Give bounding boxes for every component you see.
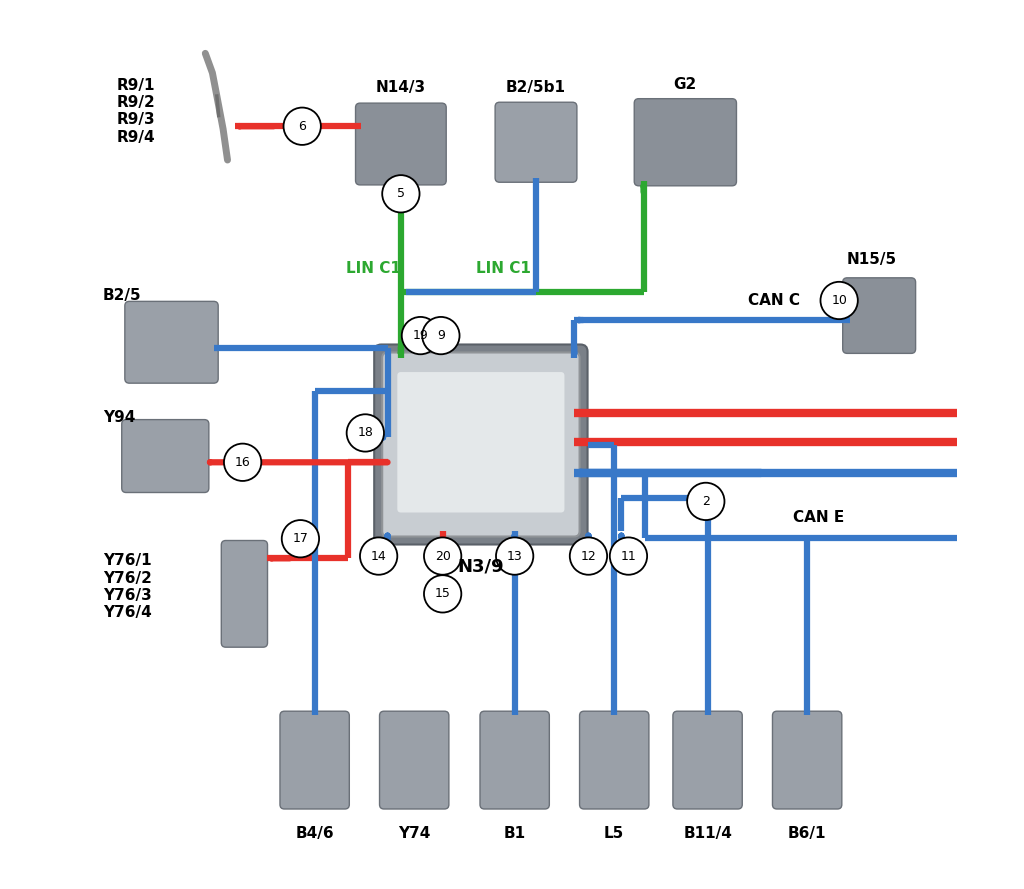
- Text: 6: 6: [298, 120, 306, 132]
- Circle shape: [422, 316, 460, 354]
- Text: 10: 10: [831, 294, 847, 307]
- FancyBboxPatch shape: [221, 541, 267, 647]
- FancyBboxPatch shape: [374, 345, 588, 544]
- Text: N14/3: N14/3: [376, 80, 426, 95]
- FancyBboxPatch shape: [380, 711, 449, 809]
- Text: CAN C: CAN C: [749, 292, 800, 308]
- FancyBboxPatch shape: [496, 102, 577, 182]
- FancyBboxPatch shape: [843, 278, 915, 353]
- Text: R9/1
R9/2
R9/3
R9/4: R9/1 R9/2 R9/3 R9/4: [117, 77, 156, 145]
- Text: 12: 12: [581, 549, 596, 563]
- Text: Y94: Y94: [103, 411, 135, 425]
- Circle shape: [687, 483, 724, 520]
- Circle shape: [360, 537, 397, 575]
- Circle shape: [609, 537, 647, 575]
- Text: 18: 18: [357, 427, 374, 439]
- Circle shape: [820, 282, 858, 319]
- Circle shape: [382, 175, 420, 212]
- Circle shape: [424, 575, 462, 613]
- Circle shape: [224, 444, 261, 481]
- Text: 5: 5: [397, 188, 404, 200]
- Text: 17: 17: [293, 533, 308, 545]
- Circle shape: [284, 108, 321, 145]
- FancyBboxPatch shape: [122, 420, 209, 493]
- Text: LIN C1: LIN C1: [476, 260, 530, 276]
- FancyBboxPatch shape: [397, 372, 564, 512]
- Text: 16: 16: [234, 456, 251, 469]
- Text: G2: G2: [674, 76, 697, 92]
- Text: 15: 15: [435, 588, 451, 600]
- Circle shape: [347, 414, 384, 452]
- FancyBboxPatch shape: [480, 711, 549, 809]
- Circle shape: [569, 537, 607, 575]
- Text: 9: 9: [437, 329, 444, 342]
- Text: B11/4: B11/4: [683, 827, 732, 841]
- Text: 19: 19: [413, 329, 428, 342]
- Text: CAN E: CAN E: [793, 509, 845, 525]
- Text: N3/9: N3/9: [458, 558, 504, 576]
- Circle shape: [496, 537, 534, 575]
- Text: 14: 14: [371, 549, 386, 563]
- Circle shape: [282, 520, 319, 557]
- Text: 11: 11: [621, 549, 636, 563]
- Text: 20: 20: [435, 549, 451, 563]
- Text: Y76/1
Y76/2
Y76/3
Y76/4: Y76/1 Y76/2 Y76/3 Y76/4: [103, 553, 152, 621]
- Text: 2: 2: [701, 495, 710, 508]
- FancyBboxPatch shape: [382, 353, 580, 537]
- Circle shape: [424, 537, 462, 575]
- FancyBboxPatch shape: [125, 301, 218, 383]
- FancyBboxPatch shape: [772, 711, 842, 809]
- FancyBboxPatch shape: [280, 711, 349, 809]
- FancyBboxPatch shape: [355, 103, 446, 185]
- Text: Y74: Y74: [398, 827, 430, 841]
- Text: B6/1: B6/1: [787, 827, 826, 841]
- Text: B2/5b1: B2/5b1: [506, 80, 566, 95]
- Text: B1: B1: [504, 827, 525, 841]
- Text: LIN C1: LIN C1: [346, 260, 400, 276]
- Circle shape: [401, 316, 439, 354]
- Text: L5: L5: [604, 827, 625, 841]
- Text: N15/5: N15/5: [846, 252, 896, 267]
- FancyBboxPatch shape: [580, 711, 649, 809]
- FancyBboxPatch shape: [673, 711, 742, 809]
- Text: B2/5: B2/5: [103, 288, 141, 302]
- FancyBboxPatch shape: [634, 99, 736, 186]
- Text: 13: 13: [507, 549, 522, 563]
- Text: B4/6: B4/6: [295, 827, 334, 841]
